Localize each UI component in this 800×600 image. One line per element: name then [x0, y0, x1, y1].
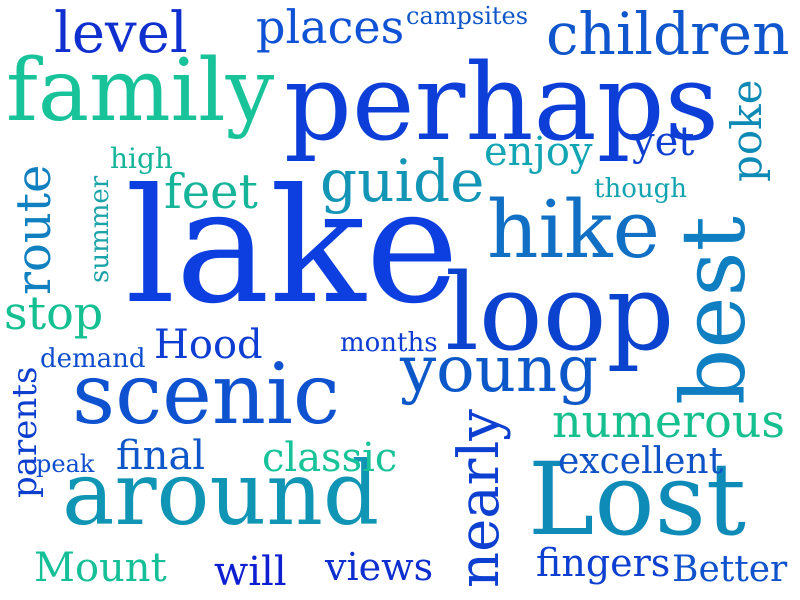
- word-feet: feet: [164, 164, 258, 220]
- word-route: route: [6, 164, 62, 295]
- word-campsites: campsites: [406, 2, 529, 30]
- word-views: views: [325, 545, 434, 589]
- word-places: places: [256, 0, 405, 54]
- word-though: though: [594, 174, 687, 204]
- word-fingers: fingers: [536, 541, 671, 585]
- word-scenic: scenic: [72, 345, 340, 443]
- word-better: Better: [672, 549, 788, 590]
- word-parents: parents: [5, 366, 45, 498]
- word-children: children: [546, 0, 790, 68]
- word-hike: hike: [487, 183, 660, 276]
- word-high: high: [110, 142, 173, 175]
- word-guide: guide: [320, 147, 485, 215]
- word-enjoy: enjoy: [484, 129, 593, 175]
- word-level: level: [54, 1, 188, 66]
- word-loop: loop: [445, 251, 675, 374]
- word-excellent: excellent: [558, 441, 724, 482]
- word-summer: summer: [85, 175, 115, 283]
- word-poke: poke: [722, 79, 771, 182]
- word-family: family: [6, 41, 275, 141]
- word-lost: Lost: [528, 441, 747, 558]
- word-stop: stop: [4, 286, 104, 340]
- word-hood: Hood: [154, 322, 263, 368]
- word-numerous: numerous: [552, 394, 786, 448]
- word-classic: classic: [262, 435, 398, 481]
- word-final: final: [116, 433, 206, 479]
- word-months: months: [340, 328, 438, 358]
- word-peak: peak: [36, 450, 95, 478]
- word-nearly: nearly: [447, 409, 512, 588]
- word-around: around: [62, 442, 380, 545]
- word-yet: yet: [632, 119, 695, 165]
- word-perhaps: perhaps: [284, 41, 719, 164]
- word-will: will: [214, 549, 287, 595]
- word-best: best: [662, 216, 765, 405]
- word-young: young: [400, 333, 599, 407]
- word-demand: demand: [40, 344, 146, 374]
- word-lake: lake: [125, 155, 459, 339]
- word-mount: Mount: [34, 545, 167, 591]
